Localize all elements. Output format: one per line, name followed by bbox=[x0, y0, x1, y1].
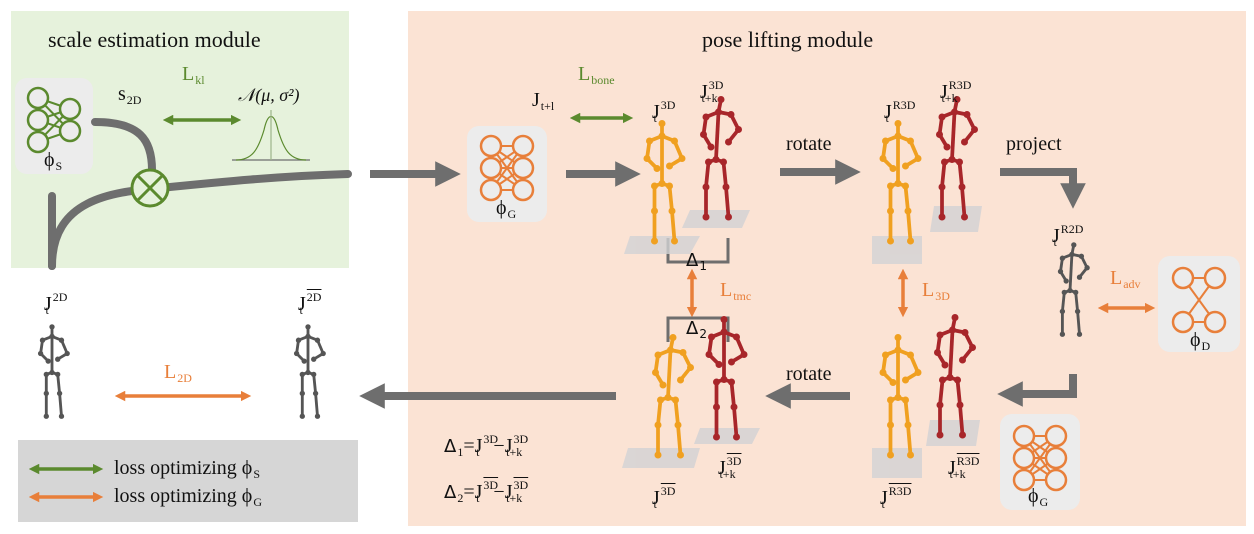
arrow-project bbox=[1000, 168, 1086, 209]
phi-s-label: ϕS bbox=[44, 149, 63, 173]
skeleton-j3d-tilde-tk bbox=[705, 316, 748, 441]
legend-item-phi-s: loss optimizing ϕS bbox=[114, 457, 260, 481]
j3d-tk-label: J3Dt+k bbox=[700, 78, 724, 105]
floor-planes bbox=[622, 206, 982, 478]
jr3d-tilde-t-label: JR3Dt bbox=[880, 484, 912, 511]
skeleton-j3d-tilde-t bbox=[652, 334, 694, 459]
skeleton-jr3d-tilde-tk bbox=[934, 314, 976, 439]
phi-d-network-box bbox=[1158, 256, 1240, 352]
phi-g2-label: ϕG bbox=[1028, 485, 1049, 509]
flow-arrows bbox=[359, 159, 1086, 409]
skeleton-j3d-t bbox=[643, 120, 686, 245]
delta-2-label: Δ2 bbox=[686, 318, 707, 341]
skeleton-j2d-t bbox=[37, 324, 70, 419]
lbone-label: Lbone bbox=[578, 63, 615, 87]
rotate-2-label: rotate bbox=[786, 363, 832, 385]
j2d-tilde-t-label: J2Dt bbox=[298, 290, 322, 317]
delta-2-equation: Δ2=J3Dt −J3Dt+k bbox=[444, 478, 529, 505]
jr3d-t-label: JR3Dt bbox=[884, 98, 916, 125]
multiply-node-icon bbox=[130, 168, 170, 208]
j3d-tilde-t-label: J3Dt bbox=[652, 484, 676, 511]
phi-s-network-icon bbox=[26, 86, 82, 154]
project-label: project bbox=[1006, 133, 1062, 155]
jr2d-t-label: JR2Dt bbox=[1052, 222, 1084, 249]
phi-g2-network-icon bbox=[1012, 424, 1068, 492]
lift-module-title: pose lifting module bbox=[702, 27, 874, 52]
scale-flow-curves bbox=[48, 118, 352, 270]
scale-module-title: scale estimation module bbox=[48, 27, 261, 52]
ltmc-label: Ltmc bbox=[720, 279, 752, 303]
skeleton-jr3d-tilde-t bbox=[879, 334, 922, 459]
delta-1-equation: Δ1=J3Dt −J3Dt+k bbox=[444, 432, 529, 459]
skeleton-jr2d-t bbox=[1057, 242, 1090, 337]
phi-g2-network-box bbox=[1000, 414, 1080, 510]
jr3d-tilde-tk-label: JR3Dt+k bbox=[948, 454, 980, 481]
l2d-label: L2D bbox=[164, 361, 192, 385]
phi-g-label: ϕG bbox=[496, 197, 517, 221]
skeleton-jr3d-tk bbox=[936, 96, 978, 221]
phi-g-network-icon bbox=[479, 134, 535, 202]
j2d-t-label: J2Dt bbox=[44, 290, 68, 317]
j3d-tilde-tk-label: J3Dt+k bbox=[718, 454, 742, 481]
phi-g-network-box bbox=[467, 126, 547, 222]
lkl-label: Lkl bbox=[182, 63, 205, 87]
jr3d-tk-label: JR3Dt+k bbox=[940, 78, 972, 105]
skeleton-j2d-tilde-t bbox=[293, 324, 326, 419]
gaussian-icon bbox=[232, 110, 310, 161]
pose-lifting-panel bbox=[408, 11, 1246, 526]
s2d-label: s2D bbox=[118, 83, 142, 107]
skeleton-j3d-tk bbox=[700, 96, 742, 221]
arrow-to-generator-2 bbox=[997, 374, 1077, 407]
legend-item-phi-g: loss optimizing ϕG bbox=[114, 485, 262, 509]
l3d-label: L3D bbox=[922, 279, 950, 303]
rotate-1-label: rotate bbox=[786, 133, 832, 155]
phi-d-network-icon bbox=[1171, 266, 1227, 334]
ladv-label: Ladv bbox=[1110, 267, 1141, 291]
j3d-t-label: J3Dt bbox=[652, 98, 676, 125]
legend bbox=[18, 440, 358, 522]
phi-d-label: ϕD bbox=[1190, 329, 1211, 353]
normal-distribution-label: 𝒩(μ, σ²) bbox=[238, 85, 300, 105]
delta-1-label: Δ1 bbox=[686, 250, 707, 273]
skeleton-jr3d-t bbox=[879, 120, 922, 245]
jt1-label: Jt+l bbox=[532, 89, 555, 113]
